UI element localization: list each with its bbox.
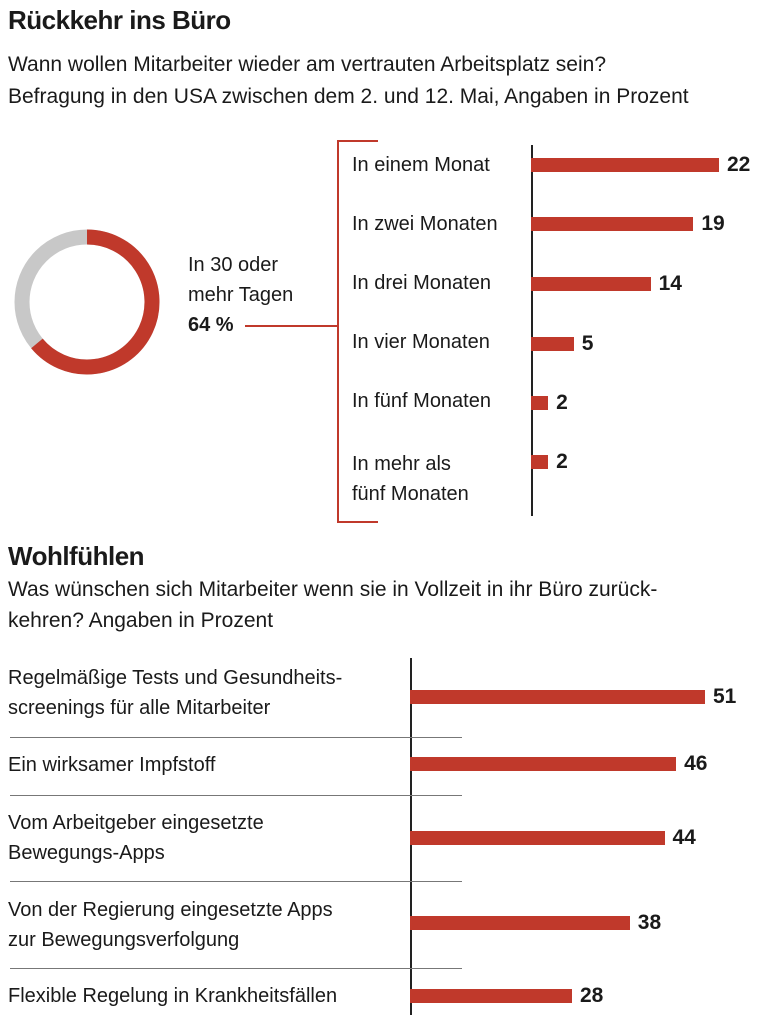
category-label: Flexible Regelung in Krankheitsfällen bbox=[8, 985, 338, 1007]
category-label: Vom Arbeitgeber eingesetzte Bewegungs-Ap… bbox=[8, 812, 264, 864]
bar bbox=[410, 989, 572, 1003]
rule bbox=[10, 968, 462, 969]
value-label: 38 bbox=[637, 911, 662, 934]
bar bbox=[410, 916, 630, 930]
subtitle: kehren? Angaben in Prozent bbox=[8, 609, 274, 632]
bar bbox=[410, 690, 705, 704]
value-label: 2 bbox=[556, 450, 568, 473]
rule bbox=[245, 325, 337, 327]
rule bbox=[337, 140, 378, 142]
bar bbox=[531, 217, 694, 231]
category-label: In zwei Monaten bbox=[352, 213, 498, 235]
bar bbox=[531, 396, 549, 410]
value-label: 44 bbox=[672, 826, 696, 849]
category-label: In drei Monaten bbox=[352, 272, 491, 294]
donut-segment bbox=[31, 229, 160, 375]
rule bbox=[10, 737, 462, 738]
subtitle: Befragung in den USA zwischen dem 2. und… bbox=[8, 85, 689, 108]
subtitle: Wann wollen Mitarbeiter wieder am vertra… bbox=[8, 53, 606, 76]
rule bbox=[10, 795, 462, 796]
rule bbox=[531, 145, 533, 516]
value-label: 14 bbox=[658, 272, 682, 295]
subtitle: Was wünschen sich Mitarbeiter wenn sie i… bbox=[8, 578, 658, 601]
rule bbox=[337, 521, 378, 523]
donut-value: 64 % bbox=[188, 314, 234, 336]
value-label: 28 bbox=[579, 984, 604, 1007]
category-label: Ein wirksamer Impfstoff bbox=[8, 754, 216, 776]
category-label: In einem Monat bbox=[352, 154, 490, 176]
rule bbox=[337, 140, 339, 523]
value-label: 2 bbox=[556, 391, 568, 414]
bar bbox=[531, 158, 719, 172]
bar bbox=[531, 277, 651, 291]
donut-label: In 30 oder mehr Tagen bbox=[188, 254, 294, 306]
category-label: Von der Regierung eingesetzte Apps zur B… bbox=[8, 899, 333, 951]
bar bbox=[410, 831, 665, 845]
bar bbox=[531, 455, 549, 469]
category-label: In fünf Monaten bbox=[352, 390, 491, 412]
value-label: 51 bbox=[713, 685, 737, 708]
value-label: 46 bbox=[684, 752, 708, 775]
value-label: 19 bbox=[701, 212, 725, 235]
category-label: In mehr als fünf Monaten bbox=[352, 453, 469, 505]
category-label: In vier Monaten bbox=[352, 331, 490, 353]
value-label: 5 bbox=[581, 332, 594, 355]
value-label: 22 bbox=[727, 153, 751, 176]
rule bbox=[10, 881, 462, 882]
bar bbox=[531, 337, 574, 351]
category-label: Regelmäßige Tests und Gesundheits- scree… bbox=[8, 667, 343, 719]
bar bbox=[410, 757, 677, 771]
chart-title: Wohlfühlen bbox=[8, 541, 145, 571]
chart-title: Rückkehr ins Büro bbox=[8, 5, 231, 35]
